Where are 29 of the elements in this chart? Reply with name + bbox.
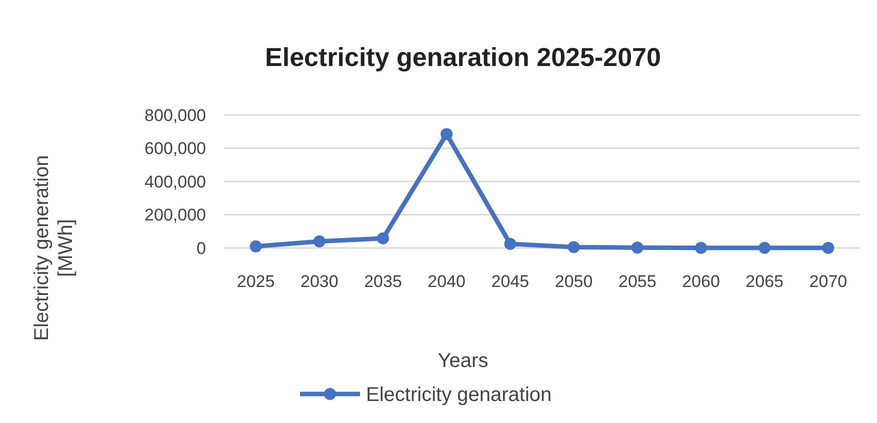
point <box>822 242 834 254</box>
point <box>250 240 262 252</box>
x-tick-label: 2035 <box>364 272 402 291</box>
y-tick-label: 200,000 <box>144 206 206 225</box>
y-tick-label: 400,000 <box>144 172 206 192</box>
x-tick-label: 2050 <box>554 272 593 291</box>
legend-label: Electricity genaration <box>366 384 552 406</box>
x-tick-label: 2060 <box>682 272 720 291</box>
chart-title: Electricity genaration 2025-2070 <box>265 42 661 72</box>
point <box>695 242 707 254</box>
y-tick-label: 800,000 <box>144 106 206 125</box>
x-tick-label: 2045 <box>491 272 530 291</box>
y-tick-label: 600,000 <box>144 139 206 158</box>
y-axis-title: Electricity generation [MWh] <box>31 155 77 341</box>
point <box>758 242 771 254</box>
point <box>568 241 580 254</box>
x-tick-label: 2065 <box>746 272 784 291</box>
point <box>440 128 453 140</box>
point <box>504 238 516 250</box>
y-tick-label: 0 <box>196 238 206 258</box>
x-tick-label: 2055 <box>618 272 656 291</box>
x-tick-label: 2030 <box>300 272 338 291</box>
x-axis-title: Years <box>438 350 488 372</box>
point <box>377 232 389 244</box>
x-tick-label: 2070 <box>809 272 848 291</box>
x-tick-label: 2025 <box>236 272 275 291</box>
x-tick-label: 2040 <box>428 272 466 291</box>
point <box>313 235 326 248</box>
point <box>631 242 644 254</box>
